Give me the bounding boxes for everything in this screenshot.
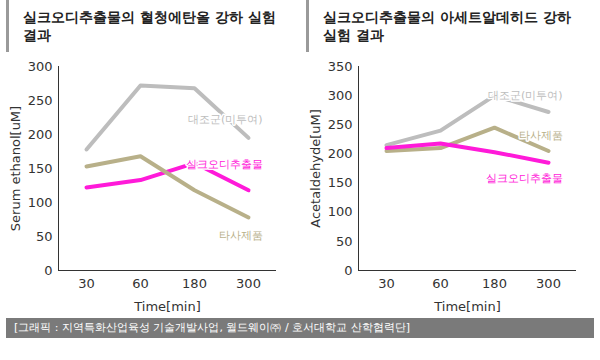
svg-text:Time[min]: Time[min] xyxy=(133,299,200,314)
svg-text:200: 200 xyxy=(28,127,53,142)
svg-text:대조군(미투여): 대조군(미투여) xyxy=(188,113,263,126)
svg-text:100: 100 xyxy=(328,204,353,219)
svg-text:60: 60 xyxy=(132,276,149,291)
svg-text:50: 50 xyxy=(336,234,353,249)
svg-text:30: 30 xyxy=(378,276,395,291)
svg-text:300: 300 xyxy=(328,88,353,103)
svg-text:Serum ethanol[uM]: Serum ethanol[uM] xyxy=(8,106,23,231)
svg-text:0: 0 xyxy=(344,263,352,278)
svg-text:200: 200 xyxy=(328,146,353,161)
svg-text:0: 0 xyxy=(44,263,52,278)
svg-text:250: 250 xyxy=(28,93,53,108)
svg-text:50: 50 xyxy=(36,229,53,244)
svg-text:150: 150 xyxy=(28,161,53,176)
svg-text:실크오디추출물: 실크오디추출물 xyxy=(486,172,563,185)
html-text:실크오디추출물의 혈청에탄올 강하 실험 결과: 실크오디추출물의 혈청에탄올 강하 실험 결과 xyxy=(23,9,276,43)
svg-text:150: 150 xyxy=(328,175,353,190)
svg-text:350: 350 xyxy=(328,59,353,74)
svg-text:100: 100 xyxy=(28,195,53,210)
svg-text:Acetaldehyde[uM]: Acetaldehyde[uM] xyxy=(308,109,323,228)
svg-text:타사제품: 타사제품 xyxy=(219,229,263,242)
svg-text:60: 60 xyxy=(432,276,449,291)
svg-text:300: 300 xyxy=(236,276,261,291)
svg-text:180: 180 xyxy=(482,276,507,291)
svg-text:타사제품: 타사제품 xyxy=(519,129,563,142)
svg-text:실크오디추출물: 실크오디추출물 xyxy=(186,158,263,171)
html-text:[그래픽 : 지역특화산업육성 기술개발사업, 월드웨이㈜: [그래픽 : 지역특화산업육성 기술개발사업, 월드웨이㈜ / 호서대학교 산학… xyxy=(14,321,410,334)
html-text:실크오디추출물의 아세트알데히드 강하 실험 결과: 실크오디추출물의 아세트알데히드 강하 실험 결과 xyxy=(323,9,571,43)
svg-text:Time[min]: Time[min] xyxy=(433,299,500,314)
svg-text:30: 30 xyxy=(78,276,95,291)
svg-text:300: 300 xyxy=(28,59,53,74)
svg-text:대조군(미투여): 대조군(미투여) xyxy=(488,89,563,102)
svg-text:300: 300 xyxy=(536,276,561,291)
svg-text:250: 250 xyxy=(328,117,353,132)
svg-text:180: 180 xyxy=(182,276,207,291)
